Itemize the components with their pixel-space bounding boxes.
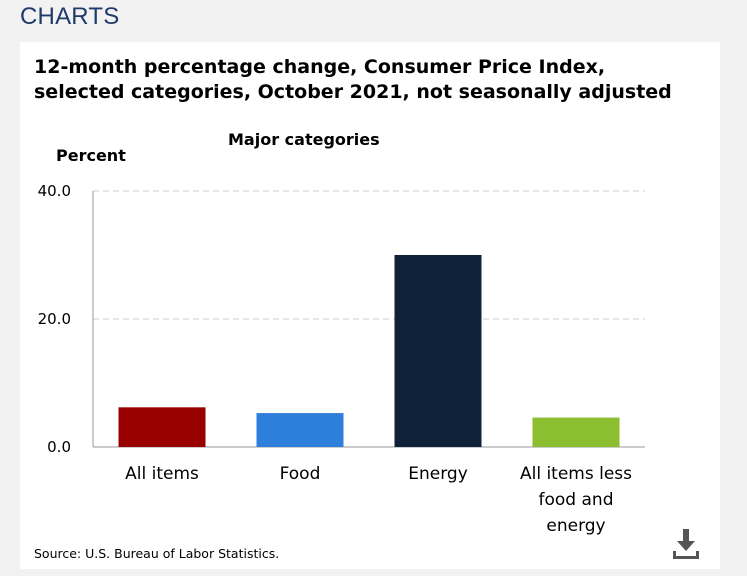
- x-tick-label-line: Food: [280, 464, 321, 484]
- source-note: Source: U.S. Bureau of Labor Statistics.: [34, 546, 280, 561]
- section-title: CHARTS: [20, 3, 120, 30]
- bar: [394, 255, 482, 447]
- x-tick-label: Food: [280, 464, 321, 484]
- bar: [118, 407, 206, 447]
- chart-subtitle: Major categories: [228, 130, 380, 149]
- y-tick-label: 0.0: [47, 438, 71, 456]
- x-tick-label: All items less food and energy: [520, 464, 632, 536]
- bar-chart: 0.0 20.0 40.0 All items Food Energy All items …: [38, 182, 645, 536]
- x-tick-label-line: food and: [539, 490, 614, 510]
- chart-card: 12-month percentage change, Consumer Pri…: [20, 42, 720, 569]
- y-tick-label: 40.0: [38, 182, 71, 200]
- x-tick-label: Energy: [408, 464, 468, 484]
- x-tick-label: All items: [125, 464, 199, 484]
- y-tick-label: 20.0: [38, 310, 71, 328]
- x-tick-label-line: All items less: [520, 464, 632, 484]
- bar: [256, 413, 344, 447]
- y-axis-label: Percent: [56, 146, 126, 165]
- chart-title-line-1: 12-month percentage change, Consumer Pri…: [34, 56, 606, 78]
- chart-title-line-2: selected categories, October 2021, not s…: [34, 81, 672, 103]
- chart-title: 12-month percentage change, Consumer Pri…: [34, 55, 674, 105]
- x-tick-label-line: Energy: [408, 464, 468, 484]
- bar: [532, 417, 620, 447]
- x-tick-label-line: All items: [125, 464, 199, 484]
- download-icon: [673, 529, 699, 559]
- x-tick-label-line: energy: [546, 516, 605, 536]
- download-button[interactable]: [668, 526, 704, 562]
